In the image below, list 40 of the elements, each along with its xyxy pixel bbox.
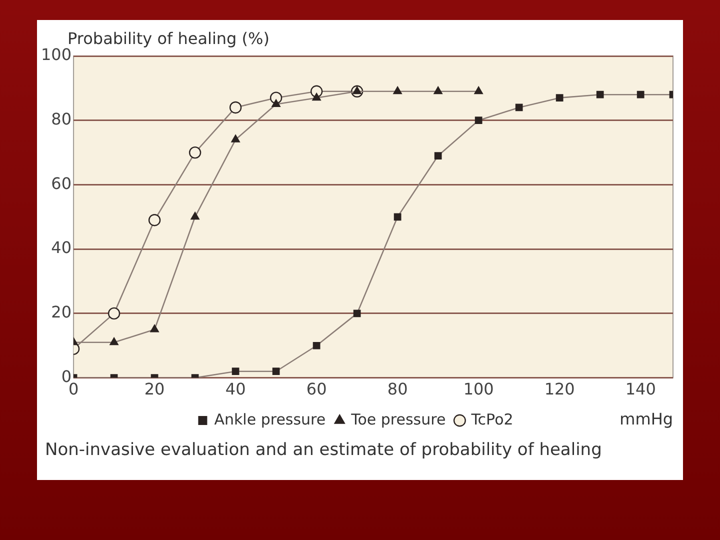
point [272, 99, 280, 108]
point [312, 342, 320, 350]
y-tick-label: 20 [51, 302, 72, 322]
point [556, 94, 564, 102]
x-tick-label: 40 [225, 380, 246, 399]
x-tick-label: 60 [306, 380, 327, 399]
point [393, 86, 402, 94]
y-tick-label: 80 [51, 110, 72, 129]
x-tick-label: 100 [463, 380, 494, 399]
point [394, 213, 402, 221]
legend-label: TcPo2 [470, 410, 514, 428]
point [150, 324, 159, 332]
point [434, 152, 442, 160]
point [515, 104, 523, 112]
point [229, 101, 242, 114]
point [188, 146, 202, 159]
text: Non-invasive evaluation and an estimate of probability of healing [45, 440, 602, 460]
point [596, 90, 604, 98]
point [353, 310, 361, 318]
x-axis-title: mmHg [620, 410, 673, 429]
point [474, 86, 483, 94]
x-tick-label: 140 [625, 380, 656, 399]
point [110, 337, 118, 346]
y-tick-label: 60 [51, 174, 72, 193]
point [232, 368, 240, 376]
point [312, 92, 321, 101]
point [474, 116, 482, 124]
legend-label: Ankle pressure [214, 410, 326, 428]
x-tick-label: 80 [387, 380, 408, 399]
point [148, 214, 161, 226]
point [231, 134, 240, 142]
point [108, 307, 120, 320]
x-tick-label: 20 [144, 380, 165, 399]
point [434, 86, 442, 94]
y-tick-label: 40 [51, 238, 72, 258]
point [272, 368, 280, 376]
legend-label: Toe pressure [350, 410, 446, 428]
x-tick-label: 120 [544, 380, 575, 399]
point [190, 212, 200, 220]
point [636, 90, 644, 98]
